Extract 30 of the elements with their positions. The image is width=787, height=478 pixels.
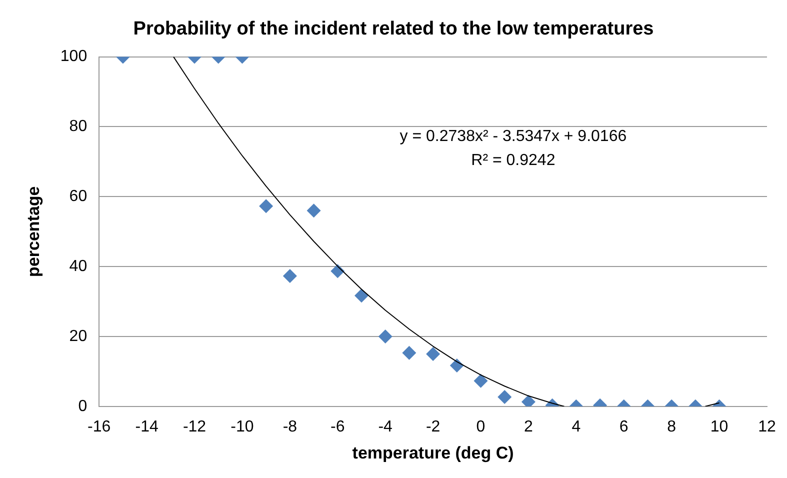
- x-tick-label: 6: [619, 418, 628, 436]
- x-tick-label: -14: [135, 418, 158, 436]
- y-tick-label: 0: [78, 398, 88, 415]
- x-tick-label: 12: [758, 418, 776, 436]
- x-axis-title: temperature (deg C): [352, 443, 514, 462]
- y-tick-label: 20: [69, 328, 88, 345]
- x-tick-label: -10: [230, 418, 254, 436]
- y-tick-label: 40: [69, 258, 88, 275]
- x-tick-label: -16: [88, 418, 111, 436]
- x-tick-label: -2: [426, 418, 440, 436]
- x-tick-label: 4: [572, 418, 581, 436]
- y-tick-label: 80: [69, 118, 88, 136]
- point: [306, 204, 321, 218]
- point: [354, 288, 368, 303]
- x-tick-label: -8: [282, 418, 298, 436]
- x-tick-label: 2: [524, 418, 534, 436]
- y-axis-title: percentage: [24, 186, 43, 277]
- x-tick-label: 0: [476, 418, 486, 436]
- y-tick-label: 100: [60, 48, 88, 66]
- chart-title: Probability of the incident related to the low temperatures: [133, 18, 654, 40]
- x-tick-label: 10: [710, 418, 728, 436]
- x-tick-label: -4: [378, 418, 393, 436]
- y-tick-label: 60: [69, 188, 88, 206]
- annotation: R² = 0.9242: [471, 152, 556, 170]
- x-tick-label: -12: [182, 418, 206, 436]
- point: [259, 199, 274, 214]
- x-tick-label: -6: [330, 418, 345, 436]
- annotation: y = 0.2738x² - 3.5347x + 9.0166: [400, 128, 627, 146]
- x-tick-label: 8: [667, 418, 676, 436]
- point: [282, 269, 297, 283]
